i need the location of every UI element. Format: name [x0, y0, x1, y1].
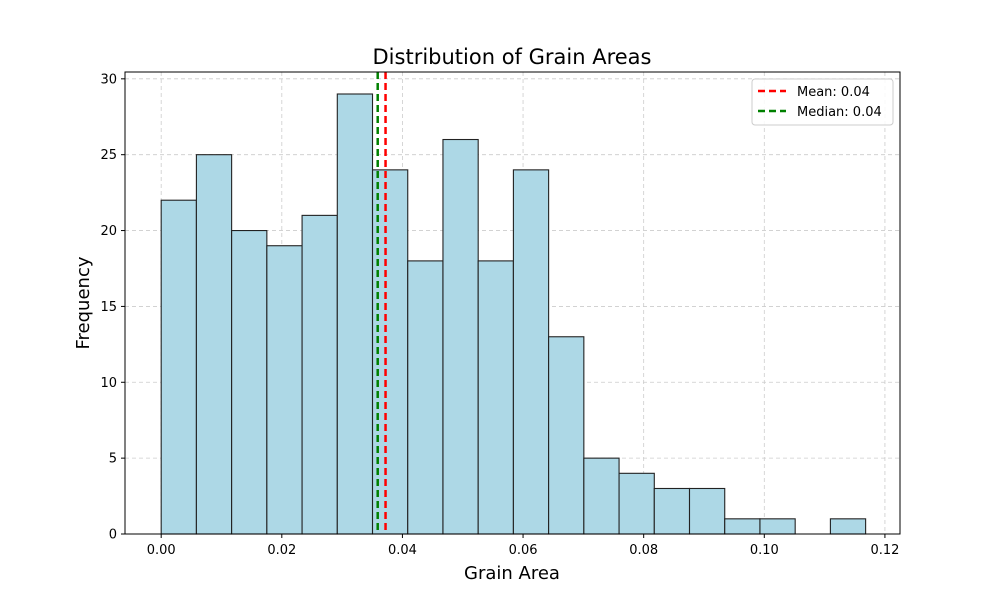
bars — [160, 93, 867, 535]
y-tick-label: 5 — [109, 452, 117, 467]
y-tick-label: 10 — [100, 376, 117, 391]
histogram-bar — [512, 169, 550, 535]
y-tick-label: 25 — [100, 148, 117, 163]
histogram-bar — [407, 260, 444, 535]
y-axis-ticks: 0 5 10 15 20 25 30 — [100, 72, 125, 543]
histogram-bar — [195, 154, 233, 535]
histogram-bar — [301, 214, 338, 535]
histogram-bar — [829, 518, 867, 535]
histogram-bar — [583, 457, 620, 535]
histogram-bar — [266, 245, 303, 535]
legend-entry: Median: 0.04 — [797, 105, 882, 120]
legend: Mean: 0.04 Median: 0.04 — [751, 78, 894, 126]
histogram-bar — [653, 487, 691, 535]
legend-entry: Mean: 0.04 — [797, 85, 870, 100]
histogram-bar — [442, 138, 479, 535]
histogram-bar — [618, 472, 655, 535]
chart-title: Distribution of Grain Areas — [373, 45, 652, 69]
y-tick-label: 15 — [100, 300, 117, 315]
y-tick-label: 0 — [109, 528, 117, 543]
histogram-bar — [477, 260, 514, 535]
x-tick-label: 0.10 — [750, 543, 779, 558]
histogram-bar — [688, 487, 726, 535]
x-tick-label: 0.06 — [509, 543, 538, 558]
x-tick-label: 0.00 — [147, 543, 176, 558]
y-tick-label: 20 — [100, 224, 117, 239]
y-axis-title: Frequency — [73, 256, 94, 349]
histogram-bar — [548, 336, 585, 535]
x-axis-title: Grain Area — [464, 563, 560, 584]
histogram-bar — [759, 518, 796, 535]
histogram-bar — [160, 199, 197, 535]
x-tick-label: 0.02 — [267, 543, 296, 558]
x-axis-ticks: 0.00 0.02 0.04 0.06 0.08 0.10 0.12 — [147, 534, 899, 558]
histogram-bar — [336, 93, 374, 535]
reference-lines — [376, 72, 387, 534]
x-tick-label: 0.04 — [388, 543, 417, 558]
legend-box — [751, 78, 894, 126]
histogram-bar — [231, 230, 268, 535]
y-tick-label: 30 — [100, 72, 117, 87]
x-tick-label: 0.08 — [629, 543, 658, 558]
histogram-bar — [724, 518, 761, 535]
x-tick-label: 0.12 — [870, 543, 899, 558]
plot-area-frame — [124, 71, 901, 535]
